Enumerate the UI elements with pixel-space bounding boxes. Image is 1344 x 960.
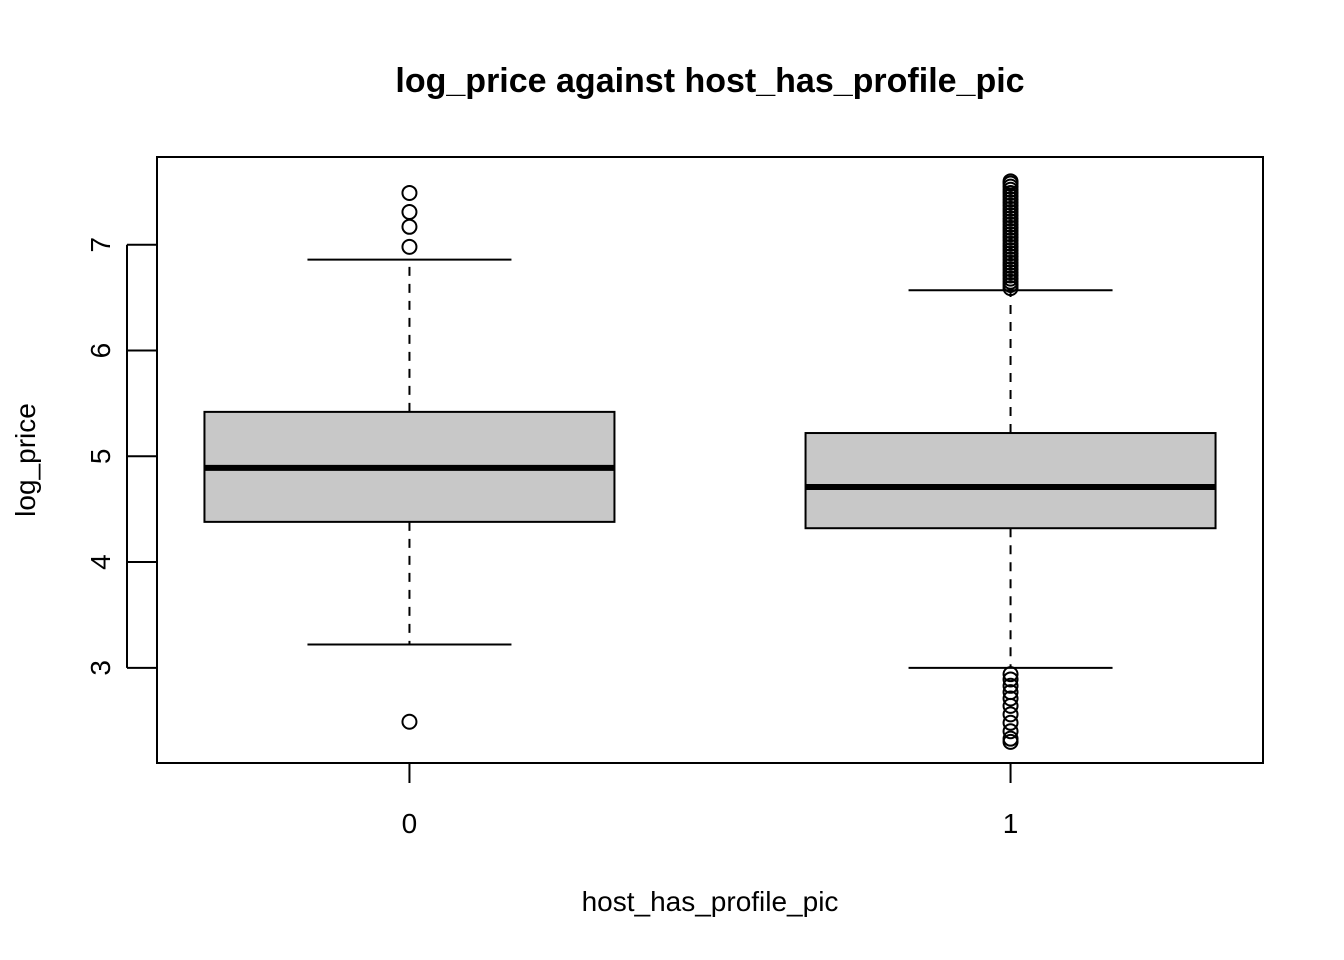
plot-frame — [156, 156, 1264, 764]
outlier-point — [1002, 730, 1019, 747]
boxes — [203, 173, 1217, 750]
chart-title: log_price against host_has_profile_pic — [395, 62, 1024, 100]
y-axis-label: log_price — [10, 403, 41, 517]
outlier-point — [1002, 684, 1019, 701]
x-axis-label: host_has_profile_pic — [582, 886, 839, 917]
x-tick-label: 1 — [1003, 808, 1019, 839]
outlier-point — [1002, 690, 1019, 707]
outlier-point — [401, 184, 418, 201]
outlier-point — [1002, 173, 1019, 190]
outlier-point — [1002, 677, 1019, 694]
outlier-point — [1002, 671, 1019, 688]
iqr-box — [804, 432, 1217, 530]
outlier-point — [1002, 706, 1019, 723]
outlier-point — [401, 218, 418, 235]
x-tick-label: 0 — [402, 808, 418, 839]
y-tick-label: 6 — [85, 343, 116, 359]
y-tick-label: 3 — [85, 660, 116, 676]
y-tick-label: 5 — [85, 449, 116, 465]
outlier-point — [1002, 714, 1019, 731]
outlier-point — [1002, 723, 1019, 740]
box-group-1 — [804, 173, 1217, 750]
y-tick-label: 7 — [85, 237, 116, 253]
outlier-point — [401, 713, 418, 730]
outlier-point — [401, 238, 418, 255]
outlier-point — [401, 203, 418, 220]
y-axis: 3 4 5 6 7 — [85, 237, 157, 676]
y-tick-label: 4 — [85, 554, 116, 570]
box-group-0 — [203, 184, 616, 730]
outlier-point — [1002, 666, 1019, 683]
